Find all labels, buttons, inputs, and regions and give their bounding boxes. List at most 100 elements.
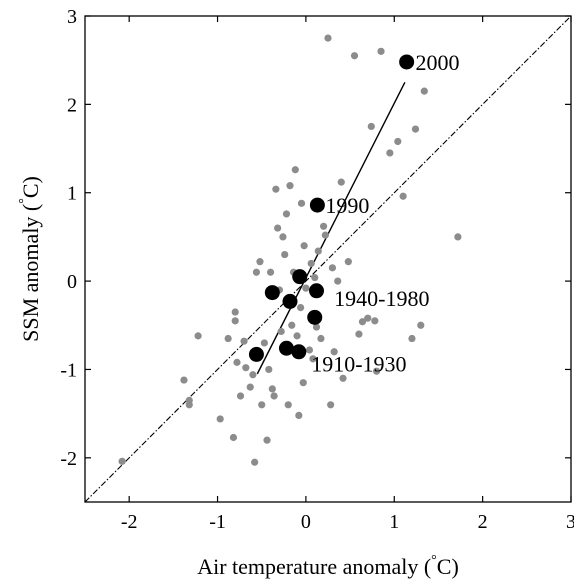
annual-anomaly-point xyxy=(246,383,254,391)
annual-anomaly-point xyxy=(185,401,193,409)
one-to-one-reference-line xyxy=(85,16,571,502)
regression-fit-line xyxy=(256,81,406,375)
y-tick-label: -2 xyxy=(60,448,77,470)
annual-anomaly-point xyxy=(268,385,276,393)
annual-anomaly-point xyxy=(344,258,352,266)
annual-anomaly-point xyxy=(350,52,359,60)
y-tick-label: 1 xyxy=(67,183,77,205)
annual-anomaly-point xyxy=(288,321,296,329)
annual-anomaly-point xyxy=(327,401,335,409)
decadal-mean-point xyxy=(248,346,264,362)
annual-anomaly-point xyxy=(231,308,239,316)
y-axis-label: SSM anomaly (°C) xyxy=(17,176,43,342)
y-tick-label: 0 xyxy=(67,271,77,293)
annual-anomaly-point xyxy=(373,367,381,375)
annual-anomaly-point xyxy=(251,458,259,466)
decadal-mean-point xyxy=(282,293,298,309)
annual-anomaly-point xyxy=(324,34,332,42)
annual-anomaly-point xyxy=(252,268,261,276)
annual-anomaly-point xyxy=(194,332,202,340)
annual-anomaly-point xyxy=(263,436,271,444)
annual-anomaly-point xyxy=(334,277,342,285)
annual-anomaly-point xyxy=(118,457,126,465)
decade-annotation: 1990 xyxy=(325,193,369,218)
annual-anomaly-point xyxy=(454,233,462,241)
annual-anomaly-point xyxy=(231,317,239,325)
annual-anomaly-point xyxy=(180,376,188,384)
annual-anomaly-point xyxy=(299,379,307,387)
annual-anomaly-point xyxy=(216,415,224,423)
annual-anomaly-point xyxy=(364,314,372,322)
annual-anomaly-point xyxy=(399,192,407,200)
annual-anomaly-point xyxy=(317,334,325,343)
annual-anomaly-point xyxy=(305,346,314,354)
annual-anomaly-point xyxy=(417,321,425,329)
annual-anomaly-point xyxy=(291,166,299,174)
annual-anomaly-point xyxy=(256,258,264,266)
annual-anomaly-point xyxy=(394,137,402,146)
annual-anomaly-point xyxy=(282,210,291,218)
annual-anomaly-point xyxy=(242,364,250,372)
annual-anomaly-point xyxy=(311,273,319,282)
annual-anomaly-point xyxy=(307,259,315,268)
annual-anomaly-point xyxy=(358,318,367,326)
annual-anomaly-point xyxy=(319,222,328,230)
annual-anomaly-point xyxy=(408,334,416,343)
annual-anomaly-point xyxy=(233,358,241,366)
annual-anomaly-point xyxy=(284,401,292,409)
x-tick-label: 3 xyxy=(566,511,574,533)
annual-anomaly-point xyxy=(371,317,379,325)
decadal-mean-point xyxy=(292,269,308,285)
decadal-mean-point xyxy=(309,283,325,299)
annual-anomaly-point xyxy=(355,330,363,338)
annual-anomaly-point xyxy=(295,411,303,420)
annual-anomaly-point xyxy=(249,371,257,379)
annual-anomaly-point xyxy=(321,231,329,239)
x-tick-label: -2 xyxy=(121,511,138,533)
decade-annotation: 1910-1930 xyxy=(311,351,406,376)
annual-anomaly-point xyxy=(258,401,266,409)
annual-anomaly-point xyxy=(240,337,248,345)
annotations: 2000 1990 1940-1980 1910-1930 xyxy=(311,50,459,376)
annual-anomaly-point xyxy=(386,149,394,157)
decadal-mean-point xyxy=(399,54,415,70)
decadal-mean-point xyxy=(307,309,323,325)
x-axis-label: Air temperature anomaly (°C) xyxy=(197,553,459,579)
annual-anomaly-point xyxy=(286,182,294,190)
y-tick-label: -1 xyxy=(60,359,77,381)
decadal-mean-point xyxy=(278,340,294,356)
annual-anomaly-point xyxy=(260,339,268,347)
annual-anomaly-point xyxy=(229,433,238,442)
annual-anomaly-point xyxy=(265,365,273,374)
annual-anomaly-point xyxy=(274,224,282,232)
x-tick-label: -1 xyxy=(209,511,226,533)
x-tick-label: 2 xyxy=(478,511,488,533)
decadal-mean-point xyxy=(291,344,307,360)
y-tick-label: 3 xyxy=(67,6,77,28)
annual-anomaly-point xyxy=(236,392,245,400)
annual-anomaly-point xyxy=(339,374,347,382)
annual-anomaly-point xyxy=(277,327,285,336)
annual-anomaly-point xyxy=(309,355,317,363)
annual-anomaly-point xyxy=(337,178,345,186)
ticks: -2 -1 0 1 2 3 -2 -1 0 1 2 3 xyxy=(60,6,574,533)
annual-anomaly-point xyxy=(330,348,338,356)
decadal-mean-point xyxy=(309,197,325,213)
annual-anomaly-point xyxy=(328,264,337,272)
annual-anomaly-point xyxy=(279,233,287,241)
y-tick-label: 2 xyxy=(67,94,77,116)
annual-anomaly-point xyxy=(314,247,322,255)
x-tick-label: 1 xyxy=(389,511,399,533)
annual-anomaly-point xyxy=(312,323,321,331)
annual-anomaly-point xyxy=(270,392,278,400)
decade-annotation: 1940-1980 xyxy=(334,286,429,311)
decadal-mean-point xyxy=(264,285,280,301)
annual-anomaly-point xyxy=(411,125,420,133)
annual-anomaly-point xyxy=(266,268,275,276)
plot-frame xyxy=(84,15,572,503)
x-tick-label: 0 xyxy=(301,511,311,533)
annual-anomaly-point xyxy=(272,185,280,193)
annual-anomaly-point xyxy=(302,284,310,292)
annual-anomaly-point xyxy=(367,122,375,131)
